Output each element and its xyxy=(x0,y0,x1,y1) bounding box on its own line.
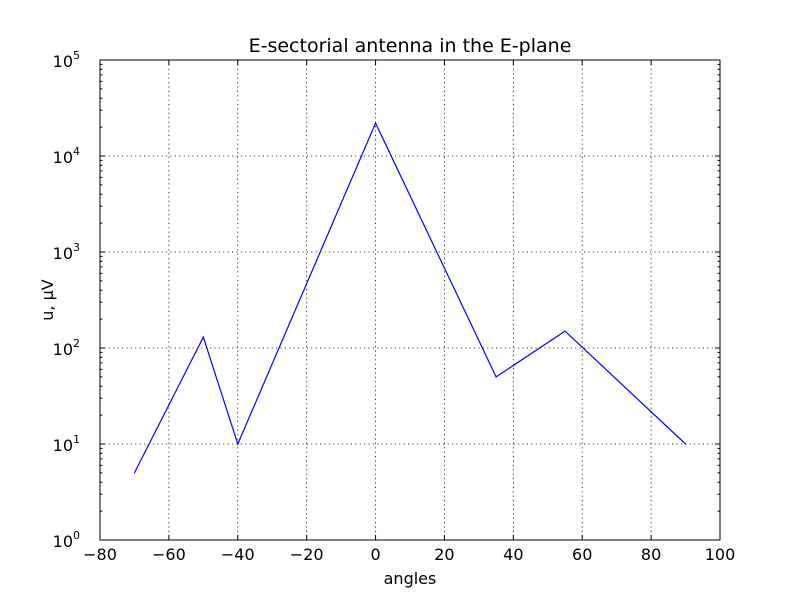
x-tick-label: −80 xyxy=(83,545,117,564)
x-tick-label: −60 xyxy=(152,545,186,564)
y-tick-label: 101 xyxy=(53,433,80,455)
y-tick-label: 102 xyxy=(53,337,80,359)
data-point xyxy=(684,443,687,445)
x-tick-label: 60 xyxy=(572,545,592,564)
data-point xyxy=(495,376,497,378)
plot-frame xyxy=(99,59,721,541)
y-tick-label: 103 xyxy=(53,241,80,263)
y-tick-label: 104 xyxy=(53,145,80,167)
data-point xyxy=(564,330,566,332)
x-tick-label: 40 xyxy=(503,545,523,564)
data-point xyxy=(133,472,136,474)
grid xyxy=(99,59,721,541)
y-tick-labels: 100 101 102 103 104 105 xyxy=(53,49,80,551)
series-line xyxy=(133,121,686,474)
x-tick-label: −40 xyxy=(221,545,255,564)
y-tick-label: 100 xyxy=(53,529,80,551)
data-point xyxy=(202,336,204,338)
x-tick-label: 100 xyxy=(705,545,736,564)
y-tick-label: 105 xyxy=(53,49,80,71)
data-point xyxy=(237,443,239,445)
x-tick-label: 80 xyxy=(641,545,661,564)
chart-title: E-sectorial antenna in the E-plane xyxy=(249,35,572,57)
x-tick-label: 0 xyxy=(370,545,380,564)
x-tick-labels: −80 −60 −40 −20 0 20 40 60 80 100 xyxy=(83,545,735,564)
x-tick-label: −20 xyxy=(290,545,324,564)
y-axis-label: u, μV xyxy=(38,279,57,320)
x-axis-label: angles xyxy=(384,569,437,588)
data-point xyxy=(374,122,377,124)
series-group xyxy=(133,121,687,474)
tick-marks xyxy=(99,59,721,541)
x-tick-label: 20 xyxy=(434,545,454,564)
